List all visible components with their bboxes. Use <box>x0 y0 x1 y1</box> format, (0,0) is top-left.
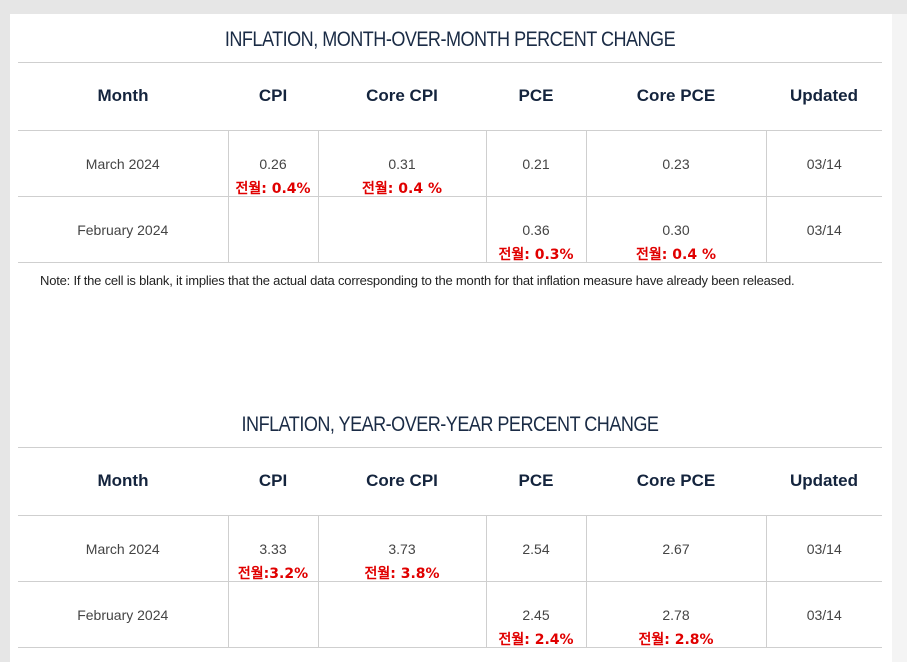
core-pce-value: 0.23 <box>662 155 690 172</box>
pce-prev-note: 전월: 2.4% <box>498 632 574 648</box>
cell-pce: 0.21 <box>485 130 586 197</box>
cell-core-cpi: 0.31 전월: 0.4 % <box>317 130 486 197</box>
yoy-title: INFLATION, YEAR-OVER-YEAR PERCENT CHANGE <box>241 413 659 436</box>
pce-prev-note: 전월: 0.3% <box>498 247 574 263</box>
pce-value: 2.54 <box>522 540 550 557</box>
header-core-cpi: Core CPI <box>318 447 486 516</box>
scrollbar[interactable] <box>892 14 907 662</box>
cell-core-pce: 0.30 전월: 0.4 % <box>585 196 766 263</box>
table-header-row: Month CPI Core CPI PCE Core PCE Updated <box>18 447 882 516</box>
cell-cpi: 0.26 전월: 0.4% <box>227 130 318 197</box>
footnote: Note: If the cell is blank, it implies t… <box>40 273 795 288</box>
header-core-pce: Core PCE <box>586 447 766 516</box>
cell-core-cpi: 3.73 전월: 3.8% <box>317 515 486 582</box>
table-header-row: Month CPI Core CPI PCE Core PCE Updated <box>18 62 882 131</box>
header-core-pce: Core PCE <box>586 62 766 131</box>
cell-core-cpi <box>317 581 486 648</box>
cell-cpi <box>227 581 318 648</box>
mom-title: INFLATION, MONTH-OVER-MONTH PERCENT CHAN… <box>224 28 676 51</box>
pce-value: 2.45 <box>522 606 550 623</box>
yoy-section: INFLATION, YEAR-OVER-YEAR PERCENT CHANGE… <box>18 385 882 662</box>
cpi-prev-note: 전월: 0.4% <box>235 181 311 197</box>
header-core-cpi: Core CPI <box>318 62 486 131</box>
cell-cpi <box>227 196 318 263</box>
header-updated: Updated <box>766 447 882 516</box>
cell-month: March 2024 <box>18 130 228 197</box>
cpi-value: 0.26 <box>259 155 287 172</box>
core-cpi-value: 0.31 <box>388 155 416 172</box>
core-cpi-prev-note: 전월: 0.4 % <box>362 181 442 197</box>
cell-month: February 2024 <box>18 196 228 263</box>
cell-month: March 2024 <box>18 515 228 582</box>
cell-month: February 2024 <box>18 581 228 648</box>
mom-table: Month CPI Core CPI PCE Core PCE Updated … <box>18 62 882 263</box>
table-row: March 2024 3.33 전월:3.2% 3.73 전월: 3.8% 2.… <box>18 515 882 582</box>
cell-pce: 2.54 <box>485 515 586 582</box>
cell-core-pce: 2.67 <box>585 515 766 582</box>
cpi-prev-note: 전월:3.2% <box>237 566 309 582</box>
table-row: February 2024 2.45 전월: 2.4% 2.78 전월: 2.8… <box>18 581 882 648</box>
cell-cpi: 3.33 전월:3.2% <box>227 515 318 582</box>
core-cpi-value: 3.73 <box>388 540 416 557</box>
cell-pce: 0.36 전월: 0.3% <box>485 196 586 263</box>
yoy-table: Month CPI Core CPI PCE Core PCE Updated … <box>18 447 882 648</box>
cell-updated: 03/14 <box>765 130 882 197</box>
table-row: March 2024 0.26 전월: 0.4% 0.31 전월: 0.4 % … <box>18 130 882 197</box>
header-cpi: CPI <box>228 62 318 131</box>
header-updated: Updated <box>766 62 882 131</box>
header-month: Month <box>18 447 228 516</box>
header-pce: PCE <box>486 447 586 516</box>
cell-core-pce: 2.78 전월: 2.8% <box>585 581 766 648</box>
pce-value: 0.36 <box>522 221 550 238</box>
cell-updated: 03/14 <box>765 581 882 648</box>
core-pce-value: 0.30 <box>662 221 690 238</box>
cell-pce: 2.45 전월: 2.4% <box>485 581 586 648</box>
cell-updated: 03/14 <box>765 515 882 582</box>
pce-value: 0.21 <box>522 155 550 172</box>
header-month: Month <box>18 62 228 131</box>
cell-updated: 03/14 <box>765 196 882 263</box>
cpi-value: 3.33 <box>259 540 287 557</box>
core-cpi-prev-note: 전월: 3.8% <box>364 566 440 582</box>
cell-core-cpi <box>317 196 486 263</box>
header-cpi: CPI <box>228 447 318 516</box>
header-pce: PCE <box>486 62 586 131</box>
core-pce-prev-note: 전월: 2.8% <box>638 632 714 648</box>
core-pce-value: 2.67 <box>662 540 690 557</box>
table-row: February 2024 0.36 전월: 0.3% 0.30 전월: 0.4… <box>18 196 882 263</box>
mom-section: INFLATION, MONTH-OVER-MONTH PERCENT CHAN… <box>18 0 882 270</box>
core-pce-value: 2.78 <box>662 606 690 623</box>
core-pce-prev-note: 전월: 0.4 % <box>636 247 716 263</box>
cell-core-pce: 0.23 <box>585 130 766 197</box>
